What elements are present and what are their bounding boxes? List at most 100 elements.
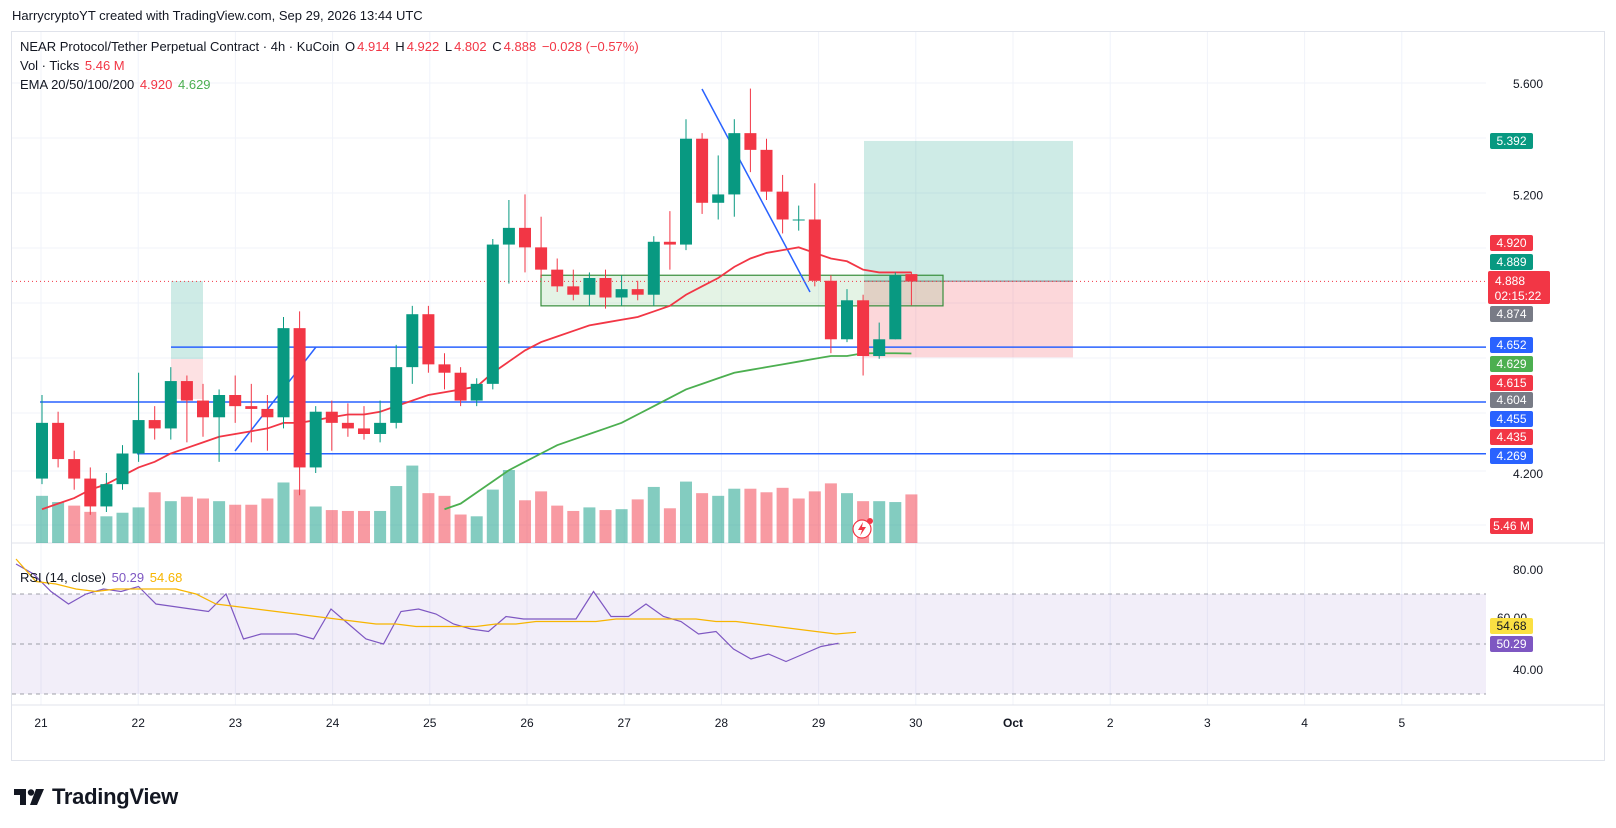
volume-bar: [776, 487, 789, 543]
candle-body: [808, 219, 821, 281]
rsi-value: 50.29: [111, 570, 145, 585]
volume-bar: [567, 510, 580, 543]
candle-body: [567, 286, 580, 295]
open-label: O: [345, 39, 356, 54]
ema-legend[interactable]: EMA 20/50/100/200 4.920 4.629: [20, 77, 213, 92]
time-axis-label: 2: [1107, 716, 1114, 730]
symbol-legend[interactable]: NEAR Protocol/Tether Perpetual Contract …: [20, 39, 641, 54]
candle-body: [599, 278, 612, 298]
volume-bar: [358, 510, 370, 543]
volume-axis-tag: 5.46 M: [1493, 519, 1530, 533]
candle-body: [776, 191, 789, 220]
volume-bar: [325, 510, 338, 543]
time-axis-label: 24: [326, 716, 340, 730]
volume-bar: [309, 506, 322, 543]
price-tick-label: 5.600: [1513, 77, 1543, 91]
volume-bar: [100, 516, 113, 543]
volume-bar: [261, 498, 274, 543]
candle-body: [132, 420, 145, 454]
time-axis-label: 3: [1204, 716, 1211, 730]
chart-frame: [11, 31, 1605, 761]
volume-bar: [712, 495, 725, 543]
volume-bar: [454, 514, 467, 543]
volume-bar: [760, 492, 773, 543]
candle-body: [470, 383, 483, 401]
volume-bar: [841, 493, 853, 543]
volume-legend[interactable]: Vol · Ticks 5.46 M: [20, 58, 127, 73]
volume-bar: [438, 495, 451, 543]
price-axis-tag: 4.629: [1496, 357, 1526, 371]
current-price-tag: 4.888: [1495, 274, 1525, 288]
candle-body: [889, 275, 902, 340]
volume-bar: [132, 507, 145, 543]
change-value: −0.028 (−0.57%): [541, 39, 639, 54]
volume-bar: [36, 495, 48, 543]
volume-bar: [502, 470, 515, 543]
close-value: 4.888: [503, 39, 537, 54]
volume-bar: [422, 493, 435, 543]
candle-body: [358, 428, 370, 434]
volume-bar: [486, 489, 499, 543]
candle-body: [197, 400, 209, 418]
volume-bar: [277, 482, 290, 543]
tradingview-logo[interactable]: TradingView: [14, 784, 178, 810]
ema-label: EMA 20/50/100/200: [20, 77, 135, 92]
candle-body: [760, 149, 773, 192]
candle-body: [84, 478, 97, 507]
time-axis-label: 26: [520, 716, 534, 730]
candle-body: [663, 241, 676, 245]
current-price-tag-bg: [1488, 271, 1550, 304]
time-axis-label: 4: [1301, 716, 1308, 730]
price-axis-tag: 4.435: [1496, 430, 1526, 444]
rsi-axis-tag: 50.29: [1496, 637, 1526, 651]
candle-body: [390, 367, 403, 423]
rsi-tick-label: 40.00: [1513, 663, 1543, 677]
price-axis-tag: 4.604: [1496, 393, 1526, 407]
volume-bar: [470, 516, 483, 543]
volume-bar: [374, 510, 387, 543]
candle-body: [841, 300, 853, 340]
high-label: H: [395, 39, 405, 54]
time-axis-label: 29: [812, 716, 826, 730]
candle-body: [374, 422, 387, 434]
symbol-title: NEAR Protocol/Tether Perpetual Contract …: [20, 39, 340, 54]
volume-bar: [599, 510, 612, 543]
candle-body: [68, 459, 81, 479]
candle-body: [341, 422, 354, 429]
volume-bar: [696, 493, 709, 543]
volume-bar: [245, 504, 258, 543]
price-axis-tag-bg: [1490, 133, 1533, 149]
time-axis-label: 27: [618, 716, 632, 730]
level-axis-tag-bg: [1490, 448, 1533, 464]
volume-bar: [873, 501, 886, 543]
volume-bar: [148, 492, 161, 543]
volume-bar: [663, 508, 676, 543]
open-value: 4.914: [357, 39, 390, 54]
time-axis-label: 28: [715, 716, 729, 730]
time-axis-label: 30: [909, 716, 923, 730]
rsi-ma-line: [15, 558, 857, 635]
price-axis-tag-bg: [1490, 392, 1533, 408]
volume-bar: [583, 507, 596, 543]
volume-bar: [824, 483, 837, 543]
candle-body: [325, 411, 338, 423]
volume-bar: [615, 509, 628, 543]
price-axis-tag: 4.874: [1496, 307, 1526, 321]
volume-value: 5.46 M: [84, 58, 125, 73]
candle-body: [164, 381, 177, 429]
candle-body: [502, 227, 515, 245]
candle-body: [792, 219, 805, 221]
volume-bar: [647, 486, 660, 543]
attribution-header: HarrycryptoYT created with TradingView.c…: [12, 8, 423, 23]
rsi-tick-label: 80.00: [1513, 563, 1543, 577]
candle-body: [712, 194, 725, 203]
volume-bar: [551, 505, 564, 543]
volume-bar: [535, 491, 548, 543]
candle-body: [277, 328, 290, 418]
rsi-legend[interactable]: RSI (14, close) 50.29 54.68: [20, 570, 184, 585]
volume-bar: [519, 500, 531, 543]
candle-body: [535, 247, 548, 270]
high-value: 4.922: [406, 39, 440, 54]
rsi-line: [15, 563, 839, 663]
